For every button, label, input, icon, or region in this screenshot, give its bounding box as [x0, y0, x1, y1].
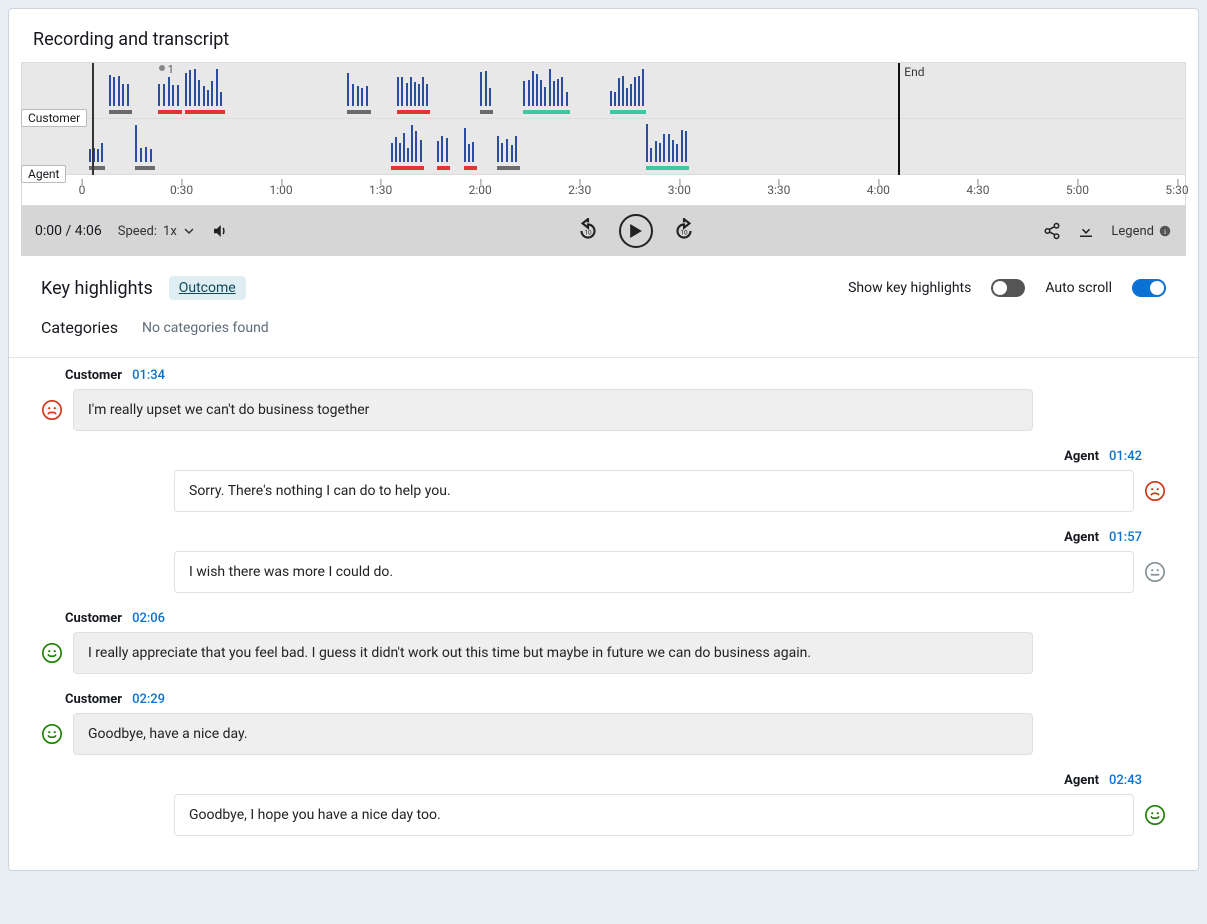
axis-tick: 1:30	[369, 183, 392, 197]
auto-scroll-toggle[interactable]	[1132, 279, 1166, 297]
categories-title: Categories	[41, 318, 118, 337]
transcript-message: Agent 01:57 I wish there was more I coul…	[41, 530, 1166, 593]
sentiment-strip	[158, 110, 181, 114]
time-position: 0:00 / 4:06	[35, 223, 102, 239]
flag-label: 1	[168, 63, 174, 76]
sentiment-strip	[397, 110, 430, 114]
transcript-list: Customer 01:34 I'm really upset we can't…	[9, 357, 1198, 836]
axis-tick: 4:30	[966, 183, 989, 197]
sentiment-neutral-icon	[1144, 561, 1166, 583]
show-highlights-toggle[interactable]	[991, 279, 1025, 297]
categories-empty: No categories found	[142, 320, 269, 336]
timestamp[interactable]: 02:43	[1109, 773, 1142, 788]
sentiment-strip	[109, 110, 132, 114]
outcome-badge[interactable]: Outcome	[169, 276, 246, 300]
axis-tick: 5:00	[1066, 183, 1089, 197]
timeline[interactable]: Customer Agent End 1 0 0:30 1:00 1:30 2:00 2:…	[21, 62, 1186, 206]
timestamp[interactable]: 01:34	[132, 368, 165, 383]
sentiment-strip	[135, 166, 155, 170]
sentiment-strip	[523, 110, 569, 114]
forward-10-button[interactable]: 10	[671, 218, 697, 244]
download-icon[interactable]	[1077, 222, 1095, 240]
axis-tick: 2:00	[469, 183, 492, 197]
message-bubble: I wish there was more I could do.	[174, 551, 1134, 593]
transcript-message: Customer 02:29 Goodbye, have a nice day.	[41, 692, 1166, 755]
transcript-message: Agent 01:42 Sorry. There's nothing I can…	[41, 449, 1166, 512]
info-icon: i	[1158, 224, 1172, 238]
play-button[interactable]	[619, 214, 653, 248]
show-highlights-label: Show key highlights	[848, 280, 971, 296]
rewind-10-button[interactable]: 10	[575, 218, 601, 244]
speaker-label: Agent	[1064, 449, 1099, 464]
speaker-label: Agent	[1064, 773, 1099, 788]
sentiment-strip	[185, 110, 225, 114]
timeline-axis: 0 0:30 1:00 1:30 2:00 2:30 3:00 3:30 4:00 4:30 5:0…	[22, 175, 1185, 205]
sentiment-strip	[347, 110, 370, 114]
sentiment-strip	[464, 166, 477, 170]
sentiment-negative-icon	[1144, 480, 1166, 502]
sentiment-strip	[610, 110, 647, 114]
timestamp[interactable]: 01:57	[1109, 530, 1142, 545]
message-bubble: Goodbye, I hope you have a nice day too.	[174, 794, 1134, 836]
axis-tick: 1:00	[270, 183, 293, 197]
end-label: End	[904, 65, 924, 79]
axis-tick: 3:00	[668, 183, 691, 197]
end-marker	[898, 63, 900, 175]
timeline-track-agent: Agent	[22, 119, 1185, 175]
auto-scroll-label: Auto scroll	[1045, 280, 1112, 296]
message-bubble: I'm really upset we can't do business to…	[73, 389, 1033, 431]
chevron-down-icon	[183, 225, 195, 237]
sentiment-strip	[480, 110, 493, 114]
playhead[interactable]	[92, 63, 94, 175]
axis-tick: 5:30	[1165, 183, 1188, 197]
timestamp[interactable]: 02:29	[132, 692, 165, 707]
svg-text:i: i	[1164, 227, 1166, 236]
axis-tick: 0:30	[170, 183, 193, 197]
axis-tick: 3:30	[767, 183, 790, 197]
share-icon[interactable]	[1043, 222, 1061, 240]
speaker-label: Customer	[65, 611, 122, 626]
flag-marker[interactable]	[159, 65, 165, 71]
message-bubble: Sorry. There's nothing I can do to help …	[174, 470, 1134, 512]
svg-text:10: 10	[680, 228, 688, 236]
axis-tick: 4:00	[867, 183, 890, 197]
sentiment-positive-icon	[1144, 804, 1166, 826]
axis-tick: 0	[79, 183, 86, 197]
sentiment-positive-icon	[41, 642, 63, 664]
speaker-label: Agent	[1064, 530, 1099, 545]
sentiment-negative-icon	[41, 399, 63, 421]
track-label-agent: Agent	[21, 165, 66, 183]
legend-button[interactable]: Legend i	[1111, 224, 1172, 239]
timestamp[interactable]: 01:42	[1109, 449, 1142, 464]
svg-text:10: 10	[584, 228, 592, 236]
sentiment-strip	[391, 166, 424, 170]
speaker-label: Customer	[65, 692, 122, 707]
timestamp[interactable]: 02:06	[132, 611, 165, 626]
sentiment-strip	[437, 166, 450, 170]
timeline-track-customer: Customer	[22, 63, 1185, 119]
player-bar: 0:00 / 4:06 Speed: 1x 10 10 Lege	[21, 206, 1186, 256]
track-label-customer: Customer	[21, 109, 87, 127]
transcript-message: Customer 02:06 I really appreciate that …	[41, 611, 1166, 674]
speed-selector[interactable]: Speed: 1x	[118, 224, 195, 239]
key-highlights-title: Key highlights	[41, 278, 153, 299]
recording-transcript-panel: Recording and transcript Customer Agent …	[8, 8, 1199, 871]
sentiment-strip	[646, 166, 689, 170]
message-bubble: I really appreciate that you feel bad. I…	[73, 632, 1033, 674]
message-bubble: Goodbye, have a nice day.	[73, 713, 1033, 755]
volume-icon[interactable]	[211, 222, 229, 240]
axis-tick: 2:30	[568, 183, 591, 197]
transcript-message: Customer 01:34 I'm really upset we can't…	[41, 368, 1166, 431]
sentiment-strip	[497, 166, 520, 170]
speaker-label: Customer	[65, 368, 122, 383]
transcript-message: Agent 02:43 Goodbye, I hope you have a n…	[41, 773, 1166, 836]
sentiment-positive-icon	[41, 723, 63, 745]
section-title: Recording and transcript	[9, 9, 1198, 62]
